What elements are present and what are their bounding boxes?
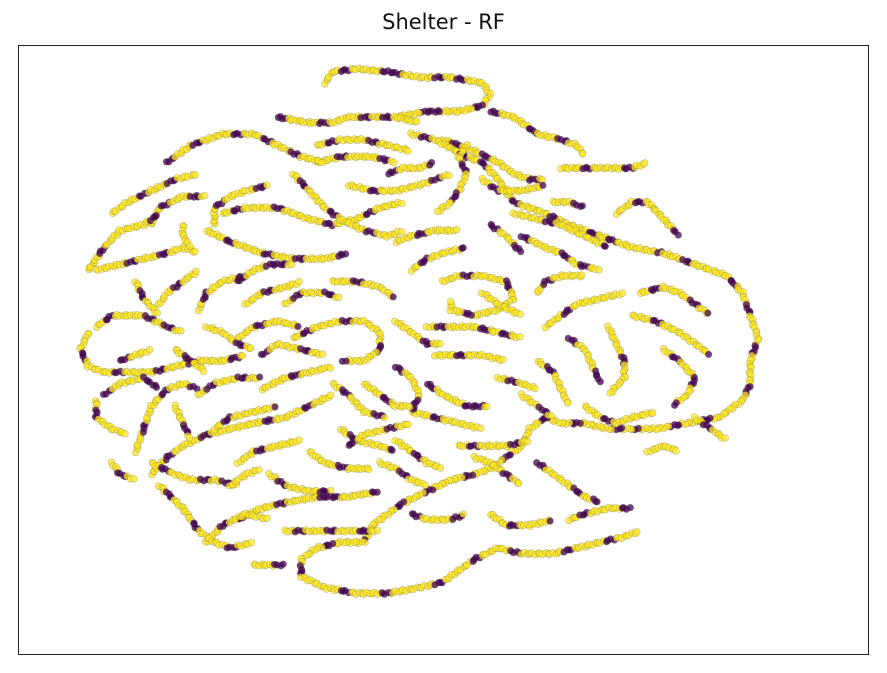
scatter-point	[436, 464, 445, 472]
scatter-point	[373, 488, 381, 496]
scatter-point	[618, 289, 627, 297]
scatter-point	[145, 346, 154, 354]
scatter-plot	[76, 64, 763, 598]
scatter-point	[256, 373, 264, 381]
scatter-point	[499, 355, 507, 364]
scatter-point	[531, 384, 539, 393]
scatter-point	[263, 181, 271, 189]
scatter-point	[413, 117, 421, 125]
scatter-point	[191, 171, 199, 179]
scatter-point	[338, 357, 346, 365]
scatter-point	[186, 242, 194, 250]
scatter-point	[192, 267, 200, 276]
chart-title: Shelter - RF	[382, 10, 505, 34]
scatter-point	[199, 367, 208, 376]
scatter-point	[446, 297, 455, 306]
scatter-point	[459, 244, 467, 252]
scatter-point	[364, 465, 373, 474]
scatter-point	[640, 159, 649, 167]
scatter-point	[327, 486, 335, 495]
scatter-point	[263, 514, 271, 522]
scatter-point	[648, 409, 657, 417]
scatter-point	[318, 350, 327, 358]
scatter-point	[672, 447, 680, 455]
scatter-point	[380, 414, 388, 422]
scatter-point	[670, 401, 679, 409]
scatter-point	[516, 310, 524, 318]
scatter-point	[546, 517, 554, 525]
scatter-point	[404, 420, 412, 429]
scatter-point	[453, 226, 461, 234]
plot-area	[18, 45, 869, 655]
scatter-point	[388, 446, 396, 455]
scatter-point	[389, 293, 397, 301]
scatter-point	[246, 344, 255, 352]
scatter-point	[335, 293, 343, 301]
scatter-point	[595, 266, 603, 274]
scatter-points	[76, 64, 763, 598]
scatter-point	[294, 322, 302, 331]
scatter-point	[130, 475, 138, 483]
scatter-point	[177, 327, 185, 335]
scatter-point	[674, 231, 682, 239]
scatter-point	[596, 378, 604, 386]
scatter-point	[404, 147, 412, 155]
scatter-point	[398, 199, 406, 208]
scatter-point	[373, 526, 382, 535]
scatter-point	[483, 402, 491, 411]
scatter-point	[121, 430, 129, 438]
scatter-point	[578, 271, 586, 279]
scatter-point	[327, 391, 335, 399]
scatter-point	[153, 309, 162, 317]
scatter-point	[406, 403, 414, 411]
scatter-point	[279, 560, 287, 568]
scatter-point	[593, 498, 601, 506]
scatter-point	[287, 260, 296, 269]
scatter-point	[601, 242, 609, 251]
scatter-point	[295, 277, 303, 286]
scatter-point	[390, 158, 398, 167]
scatter-point	[704, 350, 713, 359]
scatter-point	[433, 207, 442, 216]
scatter-point	[152, 383, 161, 392]
scatter-point	[477, 424, 485, 432]
scatter-point	[398, 228, 406, 236]
scatter-point	[578, 150, 587, 158]
scatter-point	[238, 352, 247, 360]
scatter-point	[326, 364, 335, 372]
scatter-point	[523, 437, 532, 446]
scatter-point	[152, 211, 160, 220]
scatter-point	[564, 399, 572, 407]
scatter-point	[721, 434, 729, 442]
scatter-point	[185, 434, 194, 442]
scatter-point	[342, 250, 350, 258]
scatter-point	[578, 202, 587, 210]
scatter-point	[633, 528, 641, 536]
scatter-point	[547, 412, 555, 420]
scatter-point	[247, 538, 256, 547]
scatter-point	[295, 436, 304, 444]
scatter-point	[421, 481, 429, 490]
scatter-point	[516, 333, 524, 341]
scatter-point	[626, 503, 634, 512]
scatter-point	[201, 191, 209, 200]
scatter-point	[606, 389, 614, 397]
scatter-point	[459, 510, 467, 518]
scatter-point	[427, 158, 436, 167]
scatter-point	[539, 181, 547, 190]
scatter-point	[191, 247, 199, 256]
scatter-point	[271, 403, 279, 411]
scatter-point	[517, 247, 525, 256]
scatter-point	[704, 309, 712, 317]
scatter-point	[436, 340, 444, 348]
scatter-point	[515, 479, 523, 487]
scatter-point	[255, 466, 263, 474]
scatter-point	[445, 171, 453, 180]
scatter-point	[318, 158, 326, 167]
